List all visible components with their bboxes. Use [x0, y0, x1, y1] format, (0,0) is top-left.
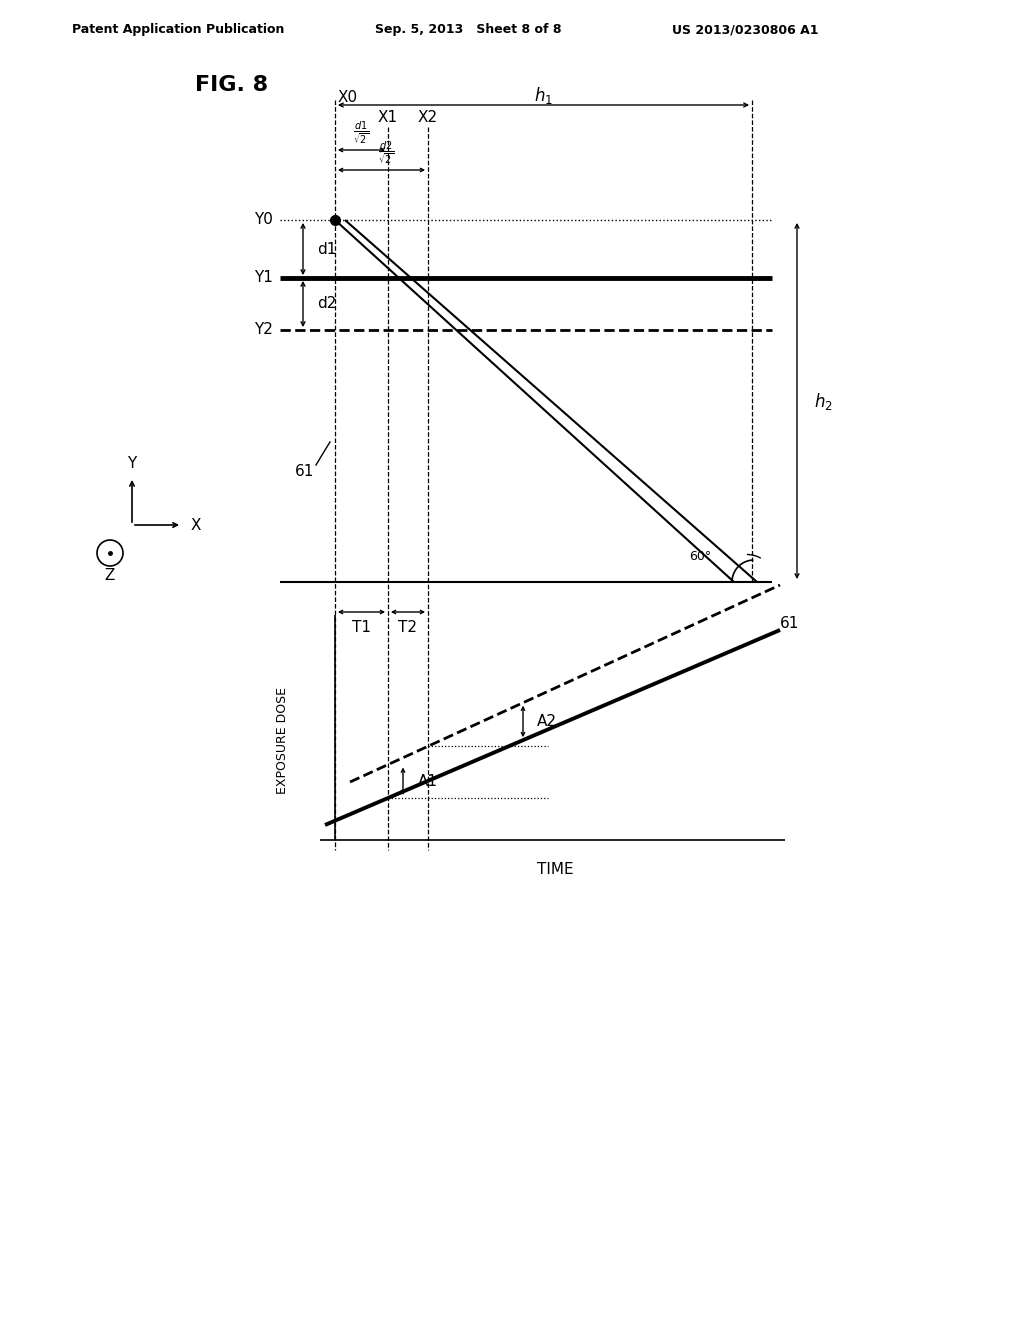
Text: $h_1$: $h_1$ — [535, 84, 553, 106]
Text: Y2: Y2 — [254, 322, 273, 338]
Text: T1: T1 — [352, 619, 371, 635]
Text: EXPOSURE DOSE: EXPOSURE DOSE — [276, 686, 290, 793]
Text: Y: Y — [127, 455, 136, 470]
Text: d2: d2 — [317, 297, 336, 312]
Text: A2: A2 — [537, 714, 557, 729]
Text: T2: T2 — [398, 619, 418, 635]
Text: X: X — [190, 517, 202, 532]
Text: Z: Z — [104, 568, 115, 582]
Text: 61: 61 — [780, 616, 800, 631]
Text: $h_2$: $h_2$ — [814, 391, 833, 412]
Text: Y0: Y0 — [254, 213, 273, 227]
Text: TIME: TIME — [537, 862, 573, 878]
Text: Sep. 5, 2013   Sheet 8 of 8: Sep. 5, 2013 Sheet 8 of 8 — [375, 24, 561, 37]
Text: Patent Application Publication: Patent Application Publication — [72, 24, 285, 37]
Text: X0: X0 — [338, 90, 358, 104]
Text: X2: X2 — [418, 110, 438, 124]
Text: 60°: 60° — [689, 549, 711, 562]
Text: X1: X1 — [378, 110, 398, 124]
Text: $\frac{d1}{\sqrt{2}}$: $\frac{d1}{\sqrt{2}}$ — [353, 119, 370, 147]
Text: 61: 61 — [295, 465, 314, 479]
Text: US 2013/0230806 A1: US 2013/0230806 A1 — [672, 24, 818, 37]
Text: d1: d1 — [317, 242, 336, 256]
Text: A1: A1 — [418, 774, 438, 789]
Text: $\frac{d2}{\sqrt{2}}$: $\frac{d2}{\sqrt{2}}$ — [379, 140, 394, 166]
Text: Y1: Y1 — [254, 271, 273, 285]
Text: FIG. 8: FIG. 8 — [195, 75, 268, 95]
